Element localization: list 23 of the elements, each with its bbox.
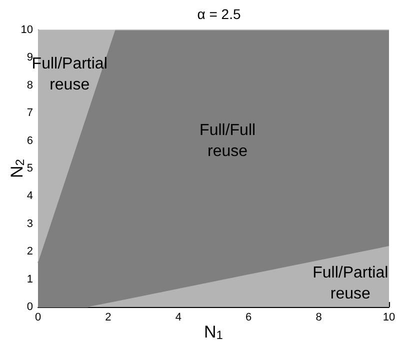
x-tick-label: 8 [316,312,322,324]
y-tick-label: 4 [26,190,33,202]
y-tick-label: 10 [20,24,33,36]
y-tick-label: 7 [26,107,33,120]
annotation: Full/Partial reuse [32,55,108,94]
x-tick-label: 4 [175,312,182,324]
y-tick-label: 5 [26,162,33,174]
y-tick-label: 3 [26,218,33,230]
y-tick-label: 6 [26,134,33,147]
annotation: Full/Partial reuse [312,264,388,302]
x-tick-label: 0 [34,312,42,324]
y-tick-label: 1 [26,273,33,286]
x-tick-label: 2 [105,312,112,324]
y-tick-label: 9 [26,52,33,64]
x-tick-label: 6 [246,312,252,324]
chart-title: α = 2.5 [197,6,241,22]
x-tick-label: 10 [382,312,396,324]
y-tick-label: 8 [26,79,33,92]
annotation: Full/Full reuse [200,122,256,160]
y-tick-label: 0 [26,301,33,313]
y-axis-title: N2 [8,158,27,178]
x-axis-title: N1 [204,322,224,342]
y-tick-label: 2 [26,246,33,258]
